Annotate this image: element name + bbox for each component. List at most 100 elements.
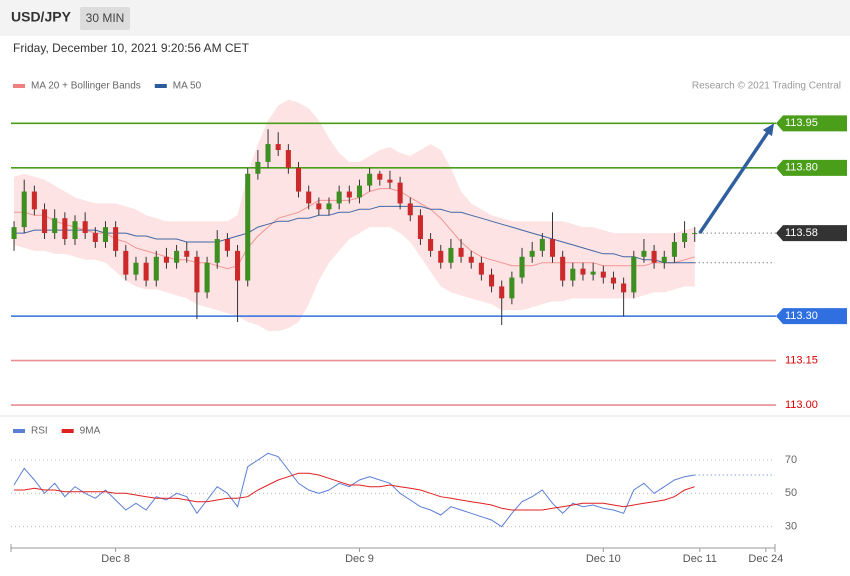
candle-body [306,191,312,204]
candle-body [529,250,535,257]
candle-body [387,179,393,183]
candle-body [549,239,556,257]
candle-body [316,203,322,210]
candle-body [245,173,251,281]
top-bar [0,0,850,36]
candle-body [214,239,220,263]
candle-body [610,277,617,284]
x-tick-label: Dec 9 [345,553,374,565]
timestamp: Friday, December 10, 2021 9:20:56 AM CET [13,41,250,55]
candle-body [102,227,109,242]
y-tick-label: 70 [785,454,797,466]
x-tick-label: Dec 10 [586,553,621,565]
candle-body [661,256,667,263]
legend-swatch [13,84,25,88]
candle-body [448,247,454,263]
candle-body [509,277,515,299]
series-line [14,472,695,511]
candle-body [570,268,576,281]
candle-body [153,256,159,281]
candle-body [275,144,281,151]
candle-body [489,274,495,287]
candle-body [285,150,291,168]
candle-body [590,271,596,275]
moving-average [14,188,695,270]
legend-label: MA 50 [173,81,202,92]
candle-body [438,250,444,263]
candle-body [224,239,230,251]
candle-body [52,218,58,234]
candle-body [336,191,342,204]
candle-body [113,227,119,251]
legend-swatch [61,429,74,433]
interval[interactable]: 30 MIN [86,11,125,25]
level-tag [776,115,847,132]
candle-body [397,182,403,204]
candle-body [174,250,180,263]
candle-body [123,250,129,275]
candle-body [651,250,657,263]
candle-body [499,286,505,299]
level-tag [776,308,847,325]
level-label: 113.95 [785,117,818,129]
candle-body [143,262,149,281]
legend-label: RSI [31,426,48,437]
moving-average [14,205,695,264]
candle-body [295,167,302,192]
candle-body [377,173,383,180]
candle-body [346,191,352,198]
level-label: 113.00 [785,399,818,411]
candle-body [82,221,88,234]
legend-swatch [13,429,25,433]
forecast-arrowhead [762,123,774,137]
candle-body [631,256,637,293]
candle-body [641,250,647,257]
candle-body [600,271,606,278]
candle-body [163,256,169,263]
candle-body [407,203,413,216]
candle-body [367,173,373,186]
candle-body [194,256,200,293]
candle-body [184,250,190,257]
x-tick-label: Dec 11 [683,553,717,565]
y-tick-label: 30 [785,521,797,533]
y-tick-label: 50 [785,487,797,499]
candle-body [133,262,139,275]
candle-body [92,233,98,242]
candle-body [671,241,677,257]
candle-body [539,239,545,251]
candle-body [41,209,48,234]
level-label: 113.15 [785,355,818,367]
source: Research © 2021 Trading Central [692,81,841,92]
candle-body [468,256,474,263]
price-panel: MA 20 + Bollinger Bands MA 50 113.95 113.80… [11,81,847,411]
forecast-arrow [698,130,770,235]
candle-body [62,218,68,239]
bollinger-band [14,99,695,331]
legend-label: 9MA [80,426,101,437]
symbol: USD/JPY [11,9,72,25]
level-tag [776,225,847,242]
candle-body [31,191,37,210]
x-tick-label: Dec 24 [748,553,783,565]
level-tag [776,159,847,176]
candle-body [11,227,17,239]
candle-body [478,262,484,275]
level-label: 113.58 [785,227,818,239]
series-line [13,452,695,528]
candle-body [692,233,698,235]
candle-body [72,221,78,239]
candle-body [326,203,332,210]
candle-body [21,191,27,228]
x-tick-label: Dec 8 [101,553,130,565]
candle-body [428,239,434,251]
candle-body [458,247,464,257]
legend-label: MA 20 + Bollinger Bands [31,81,141,92]
candle-body [682,233,688,242]
interval-chip[interactable] [80,7,130,30]
candle-body [235,250,241,281]
candle-body [621,283,627,293]
candle-body [519,256,525,278]
level-label: 113.30 [785,310,818,322]
